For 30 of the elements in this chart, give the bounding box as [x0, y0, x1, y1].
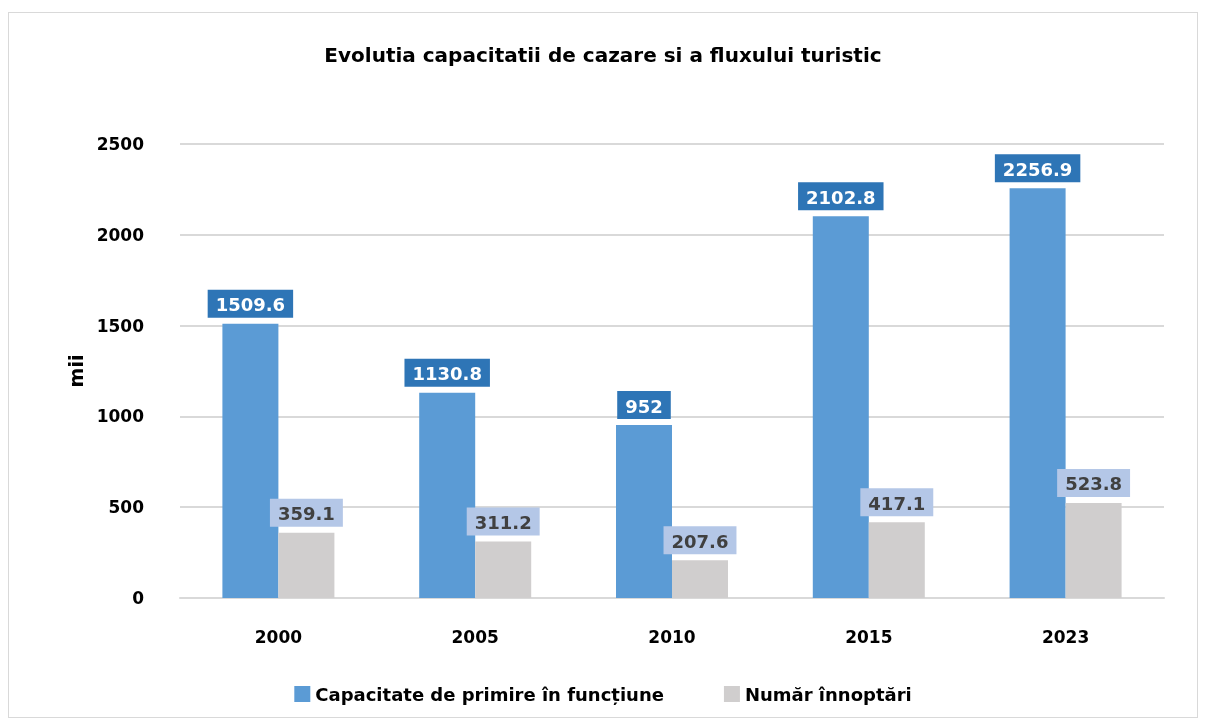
x-tick-label: 2010 — [648, 626, 696, 647]
x-tick-label: 2005 — [451, 626, 499, 647]
data-label: 523.8 — [1065, 473, 1123, 495]
chart-title: Evolutia capacitatii de cazare si a fluxului turistic — [324, 43, 882, 67]
legend-label: Capacitate de primire în funcțiune — [315, 683, 664, 705]
y-tick-label: 500 — [108, 497, 145, 518]
bar — [419, 392, 476, 598]
bar — [616, 425, 672, 598]
y-tick-label: 2500 — [96, 134, 145, 154]
y-axis-title: mii — [65, 354, 88, 388]
data-label: 1130.8 — [412, 363, 482, 385]
data-label: 2102.8 — [806, 186, 876, 208]
data-label: 207.6 — [671, 530, 729, 552]
bar — [222, 323, 279, 598]
x-tick-label: 2015 — [845, 626, 893, 647]
bar — [812, 216, 869, 598]
y-tick-label: 0 — [132, 588, 145, 608]
x-tick-label: 2023 — [1041, 626, 1090, 647]
data-label: 417.1 — [868, 492, 926, 514]
bar — [1009, 188, 1066, 598]
legend-label: Număr înnoptări — [744, 683, 912, 705]
y-tick-label: 1500 — [96, 315, 145, 336]
y-tick-label: 2000 — [96, 224, 145, 245]
x-tick-label: 2000 — [254, 626, 303, 647]
data-label: 2256.9 — [1002, 158, 1073, 180]
data-label: 359.1 — [277, 503, 335, 525]
data-label: 311.2 — [474, 511, 532, 533]
data-label: 952 — [625, 395, 663, 417]
y-tick-label: 1000 — [96, 406, 145, 427]
data-label: 1509.6 — [215, 294, 286, 316]
